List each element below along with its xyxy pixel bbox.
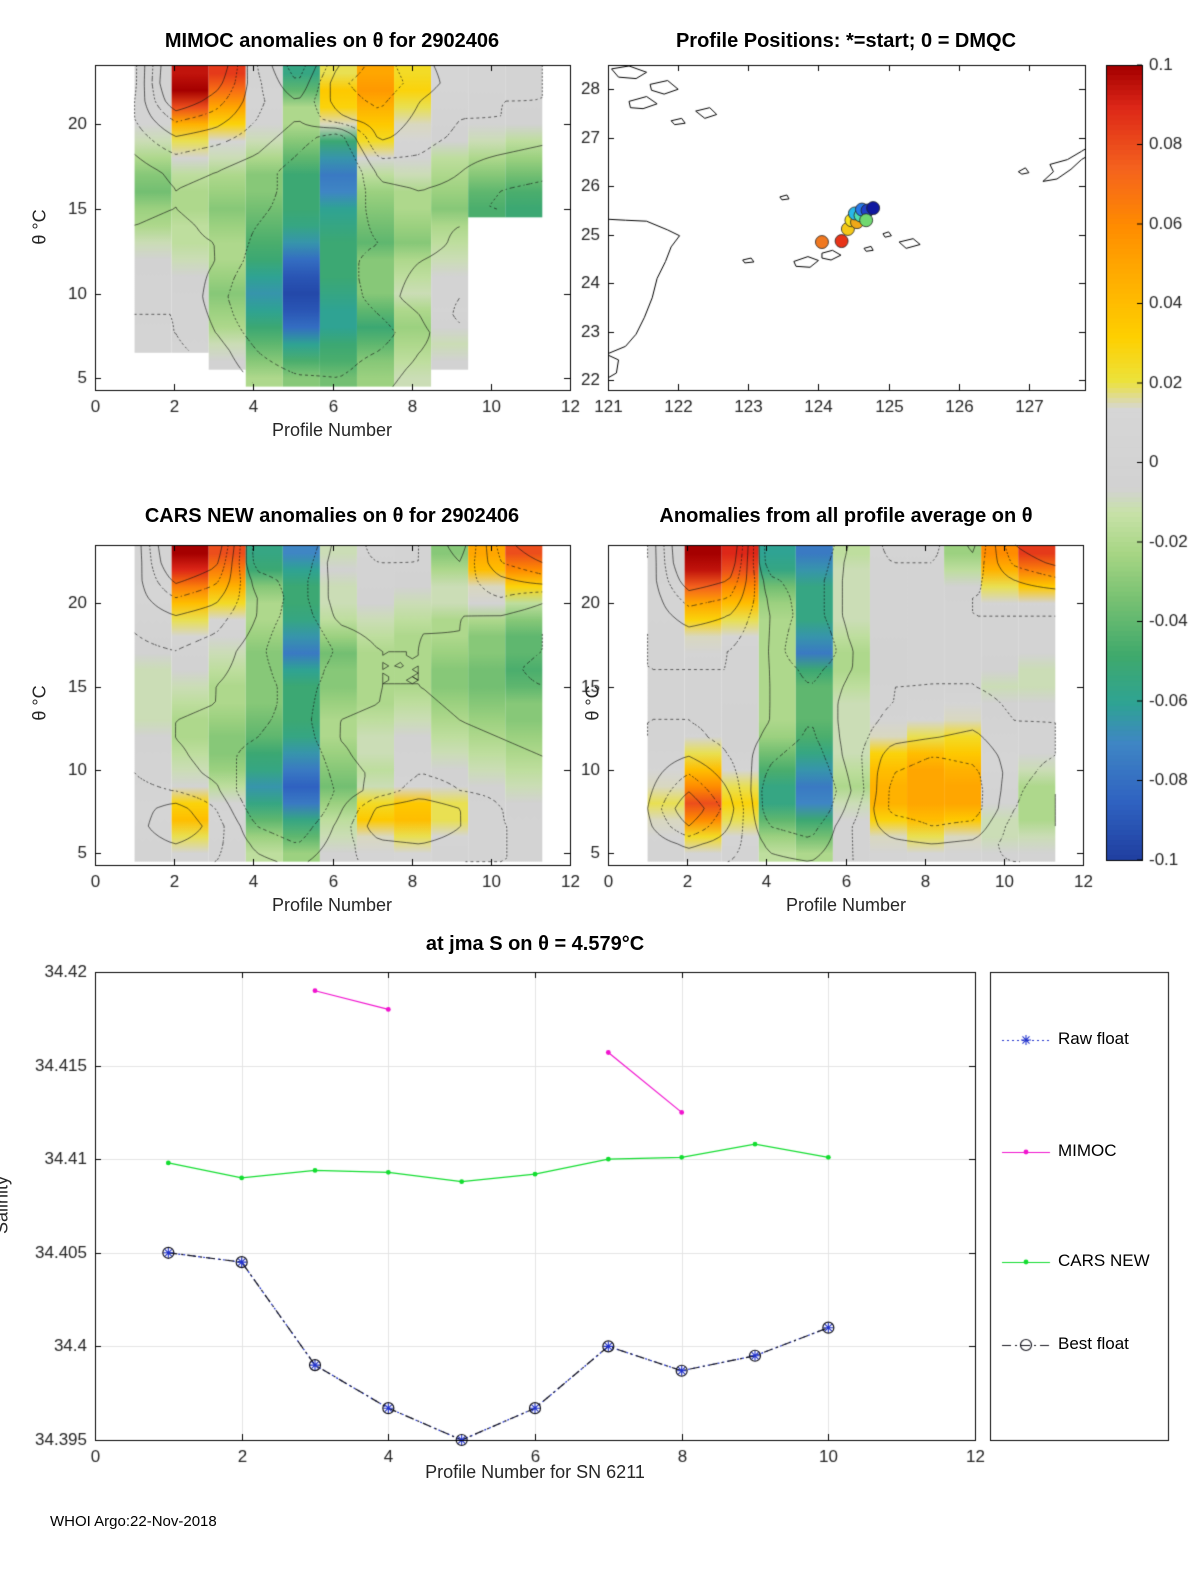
xlabel-mimoc: Profile Number <box>271 420 393 440</box>
ylabel-mimoc: θ °C <box>29 209 50 245</box>
xlabel-cars: Profile Number <box>271 895 393 915</box>
xlabel-salinity: Profile Number for SN 6211 <box>425 1462 645 1482</box>
panel-title-avg: Anomalies from all profile average on θ <box>659 505 1033 527</box>
legend-label-raw-float: Raw float <box>1058 1029 1129 1048</box>
panel-title-mimoc: MIMOC anomalies on θ for 2902406 <box>164 30 500 52</box>
footer-text: WHOI Argo:22-Nov-2018 <box>50 1513 217 1530</box>
panel-title-cars: CARS NEW anomalies on θ for 2902406 <box>144 505 520 527</box>
ylabel-cars: θ °C <box>29 685 50 721</box>
legend-label-mimoc: MIMOC <box>1058 1141 1117 1160</box>
legend-label-cars-new: CARS NEW <box>1058 1251 1150 1270</box>
ylabel-avg: θ °C <box>582 685 603 721</box>
legend-label-best-float: Best float <box>1058 1334 1129 1353</box>
panel-title-salinity: at jma S on θ = 4.579°C <box>425 933 645 955</box>
xlabel-avg: Profile Number <box>785 895 907 915</box>
ylabel-salinity: Salinity <box>0 1175 12 1235</box>
panel-title-map: Profile Positions: *=start; 0 = DMQC <box>675 30 1017 52</box>
